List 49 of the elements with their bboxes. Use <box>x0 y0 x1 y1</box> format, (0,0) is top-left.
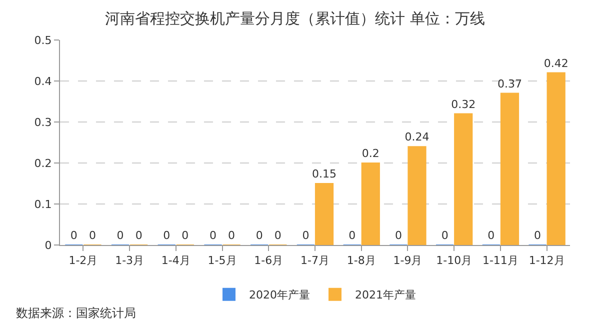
chart-title: 河南省程控交换机产量分月度（累计值）统计 单位：万线 <box>105 10 485 28</box>
data-label: 0 <box>88 229 96 242</box>
y-tick-label: 0.1 <box>34 198 52 211</box>
data-label: 0 <box>394 229 402 242</box>
bar <box>408 146 426 245</box>
bar <box>314 183 334 245</box>
x-tick-label: 1-2月 <box>68 254 98 268</box>
x-tick-label: 1-8月 <box>346 254 376 268</box>
bar <box>361 162 380 245</box>
data-label: 0 <box>182 229 189 242</box>
legend-label: 2021年产量 <box>355 288 416 302</box>
data-label: 0.37 <box>497 77 522 90</box>
y-tick-label: 0.5 <box>34 34 52 47</box>
bar <box>546 72 566 245</box>
data-label: 0 <box>210 229 216 242</box>
y-tick-label: 0 <box>44 238 52 252</box>
bar <box>500 92 520 245</box>
data-label: 0 <box>163 229 170 242</box>
data-label: 0.24 <box>404 130 430 144</box>
x-tick-label: 1-11月 <box>482 254 518 268</box>
data-label: 0 <box>488 229 495 242</box>
data-label: 0.15 <box>312 168 337 180</box>
x-tick-label: 1-3月 <box>115 254 144 268</box>
bar <box>454 113 473 245</box>
data-label: 0 <box>70 229 78 242</box>
data-label: 0 <box>116 229 124 242</box>
data-label: 0 <box>256 229 263 242</box>
y-tick-label: 0.4 <box>34 74 52 88</box>
x-tick-label: 1-5月 <box>208 254 237 268</box>
x-tick-label: 1-4月 <box>161 254 190 268</box>
x-tick-label: 1-7月 <box>300 254 330 268</box>
data-label: 0.32 <box>451 98 476 111</box>
source-note: 数据来源：国家统计局 <box>16 306 136 320</box>
data-label: 0 <box>302 229 310 242</box>
y-tick-label: 0.3 <box>34 116 52 129</box>
data-label: 0 <box>441 229 448 242</box>
legend-label: 2020年产量 <box>249 288 310 302</box>
data-label: 0 <box>135 229 142 242</box>
data-label: 0.2 <box>362 147 380 160</box>
data-label: 0 <box>348 229 356 242</box>
x-tick-label: 1-10月 <box>436 254 472 268</box>
data-label: 0.42 <box>544 56 568 70</box>
data-label: 0 <box>274 229 282 242</box>
x-tick-label: 1-6月 <box>254 254 284 268</box>
data-label: 0 <box>228 229 236 242</box>
y-tick-label: 0.2 <box>34 156 52 170</box>
x-tick-label: 1-12月 <box>528 254 565 268</box>
x-tick-label: 1-9月 <box>393 254 422 268</box>
data-label: 0 <box>534 229 542 242</box>
